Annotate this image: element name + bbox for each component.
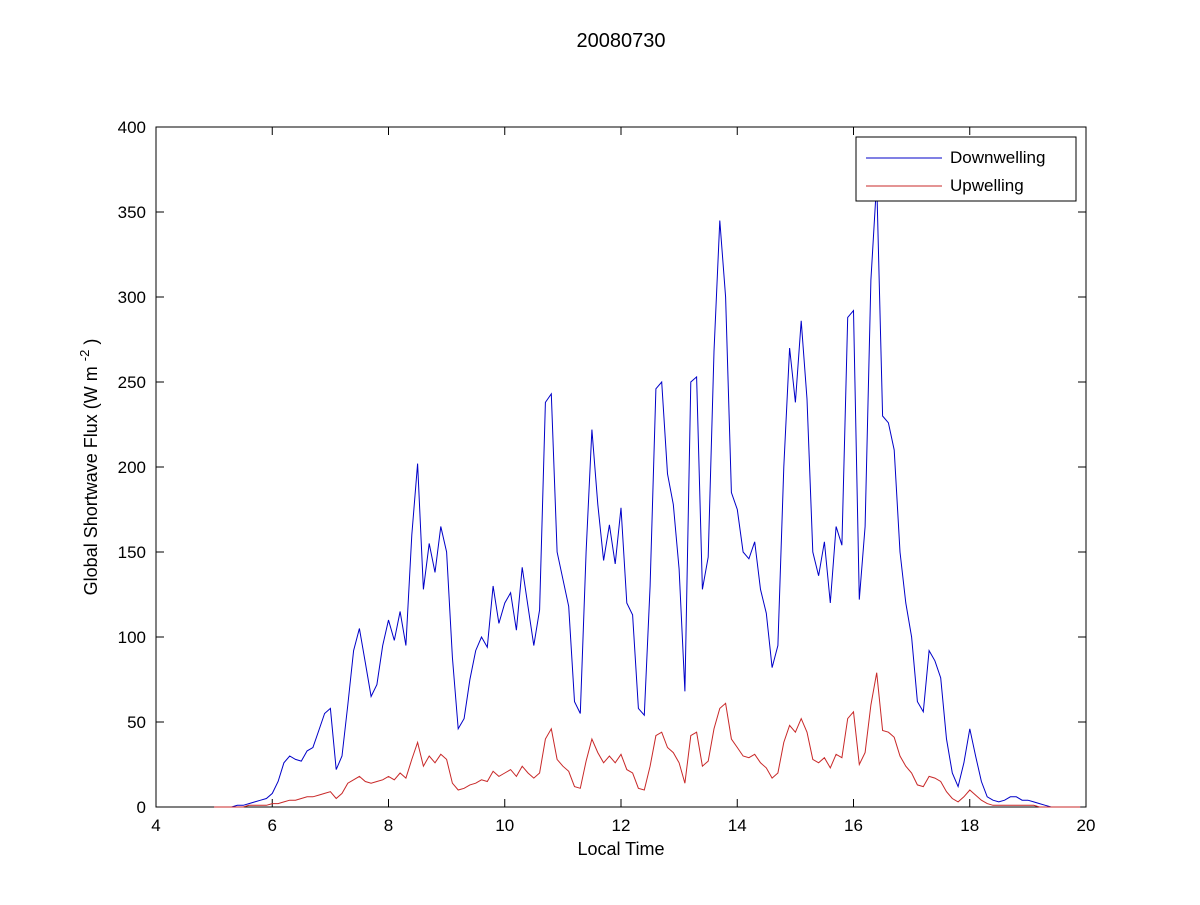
x-tick-label: 20 <box>1077 816 1096 835</box>
x-axis-label: Local Time <box>577 839 664 859</box>
upwelling-line <box>214 672 1081 808</box>
y-tick-label: 50 <box>127 713 146 732</box>
chart-title: 20080730 <box>577 30 666 52</box>
y-tick-label: 0 <box>137 798 146 817</box>
x-tick-label: 18 <box>960 816 979 835</box>
legend-downwelling-label: Downwelling <box>950 148 1045 167</box>
series-group <box>214 181 1081 808</box>
y-tick-label: 300 <box>118 288 146 307</box>
x-tick-label: 10 <box>495 816 514 835</box>
downwelling-line <box>214 181 1081 808</box>
y-tick-label: 400 <box>118 118 146 137</box>
y-tick-label: 150 <box>118 543 146 562</box>
legend: Downwelling Upwelling <box>855 136 1077 202</box>
y-axis-label-end: ) <box>81 339 101 345</box>
x-tick-label: 4 <box>151 816 160 835</box>
x-tick-label: 6 <box>268 816 277 835</box>
y-axis-label: Global Shortwave Flux (W m -2 ) <box>73 339 101 596</box>
y-tick-label: 200 <box>118 458 146 477</box>
x-tick-label: 8 <box>384 816 393 835</box>
x-tick-label: 16 <box>844 816 863 835</box>
y-tick-label: 350 <box>118 203 146 222</box>
y-axis-label-main: Global Shortwave Flux (W m <box>81 366 101 595</box>
y-axis-label-superscript: -2 <box>77 350 92 362</box>
x-tick-label: 14 <box>728 816 747 835</box>
legend-upwelling-label: Upwelling <box>950 176 1024 195</box>
x-tick-label: 12 <box>612 816 631 835</box>
x-axis-ticks: 4 6 8 10 12 14 16 18 20 <box>151 127 1095 835</box>
y-tick-label: 250 <box>118 373 146 392</box>
plot-area <box>155 126 1087 808</box>
y-tick-label: 100 <box>118 628 146 647</box>
y-axis-ticks: 0 50 100 150 200 250 300 350 400 <box>118 118 1086 817</box>
legend-box <box>855 136 1077 202</box>
